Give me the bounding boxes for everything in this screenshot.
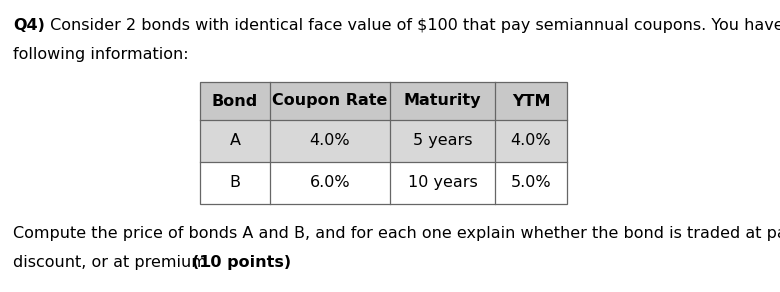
Text: 4.0%: 4.0% (511, 133, 551, 149)
Text: Consider 2 bonds with identical face value of $100 that pay semiannual coupons. : Consider 2 bonds with identical face val… (45, 18, 780, 33)
Bar (200, 120, 270, 162)
Bar (270, 120, 390, 162)
Bar (495, 162, 567, 204)
Text: Bond: Bond (212, 93, 258, 109)
Text: 4.0%: 4.0% (310, 133, 350, 149)
Text: following information:: following information: (13, 46, 189, 62)
Text: YTM: YTM (512, 93, 550, 109)
Bar (200, 82, 567, 204)
Bar (200, 162, 270, 204)
Text: Compute the price of bonds A and B, and for each one explain whether the bond is: Compute the price of bonds A and B, and … (13, 226, 780, 241)
Text: 5.0%: 5.0% (511, 175, 551, 190)
Bar (390, 120, 495, 162)
Bar (270, 162, 390, 204)
Text: 5 years: 5 years (413, 133, 472, 149)
Text: Coupon Rate: Coupon Rate (272, 93, 388, 109)
Text: Q4): Q4) (13, 18, 45, 33)
Text: Maturity: Maturity (404, 93, 481, 109)
Bar (495, 82, 567, 120)
Text: A: A (229, 133, 240, 149)
Text: 6.0%: 6.0% (310, 175, 350, 190)
Text: (10 points): (10 points) (192, 255, 291, 270)
Bar (200, 82, 270, 120)
Bar (495, 120, 567, 162)
Text: discount, or at premium.: discount, or at premium. (13, 255, 217, 270)
Text: B: B (229, 175, 240, 190)
Bar (390, 162, 495, 204)
Text: 10 years: 10 years (408, 175, 477, 190)
Bar (390, 82, 495, 120)
Bar (270, 82, 390, 120)
